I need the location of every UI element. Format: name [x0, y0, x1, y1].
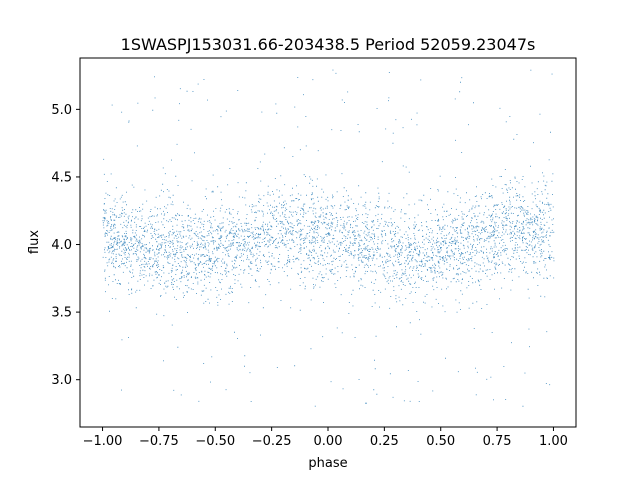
x-tick-label: 0.25 — [370, 434, 399, 449]
x-tick-label: 0.50 — [426, 434, 455, 449]
x-tick-label: 0.00 — [314, 434, 343, 449]
x-tick-label: −0.75 — [139, 434, 179, 449]
y-tick-label: 4.0 — [51, 238, 72, 253]
x-tick-label: 1.00 — [539, 434, 568, 449]
x-axis-label: phase — [308, 456, 347, 471]
y-tick-label: 3.0 — [51, 373, 72, 388]
chart-title: 1SWASPJ153031.66-203438.5 Period 52059.2… — [121, 35, 536, 54]
x-tick-label: −1.00 — [83, 434, 123, 449]
y-tick-label: 4.5 — [51, 170, 72, 185]
y-axis-ticks: 3.0 3.5 4.0 4.5 5.0 — [51, 103, 80, 388]
y-tick-label: 5.0 — [51, 103, 72, 118]
x-tick-label: −0.25 — [252, 434, 292, 449]
y-tick-label: 3.5 — [51, 306, 72, 321]
x-tick-label: −0.50 — [195, 434, 235, 449]
x-axis-ticks: −1.00 −0.75 −0.50 −0.25 0.00 0.25 0.50 0.75 1.00 — [83, 427, 568, 449]
y-axis-label: flux — [27, 230, 42, 254]
x-tick-label: 0.75 — [483, 434, 512, 449]
